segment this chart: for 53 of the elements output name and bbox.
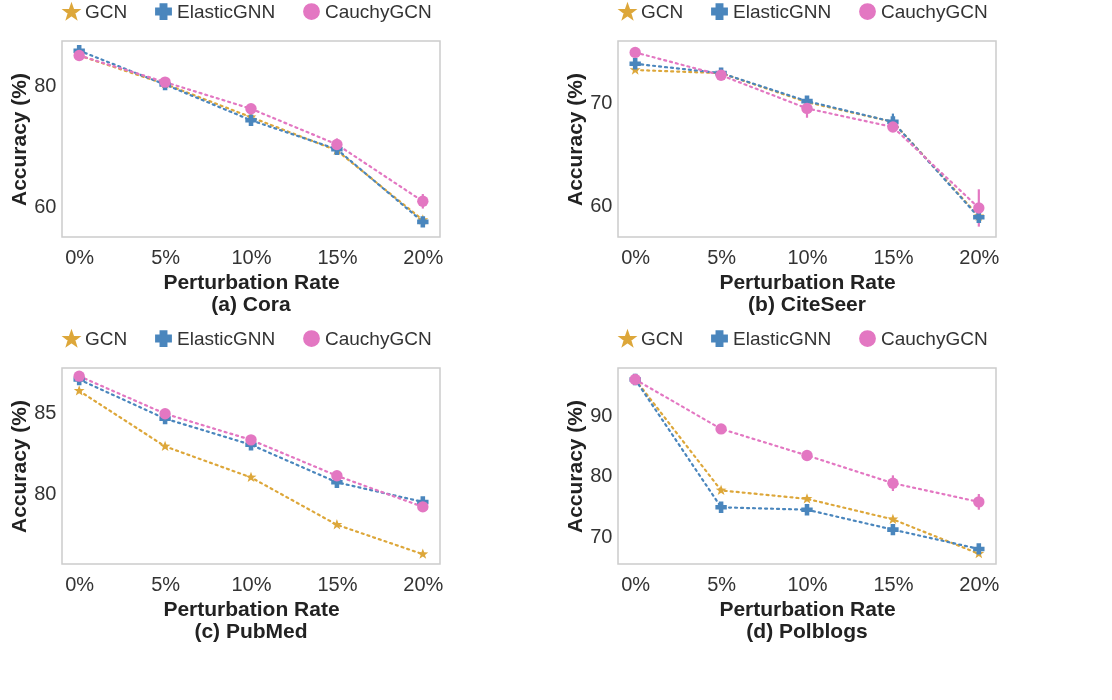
legend-label: CauchyGCN <box>881 327 988 349</box>
y-tick-label: 60 <box>590 194 613 217</box>
x-tick-label: 10% <box>231 572 272 595</box>
text: (b) CiteSeer <box>748 292 866 315</box>
legend-label: GCN <box>85 328 128 350</box>
y-tick-label: 70 <box>590 90 613 113</box>
x-tick-label: 0% <box>65 572 95 595</box>
y-tick-label: 80 <box>590 464 613 487</box>
x-tick-label: 20% <box>403 572 444 595</box>
y-tick-label: 70 <box>590 524 613 547</box>
x-tick-label: 10% <box>787 245 828 268</box>
x-tick-label: 15% <box>317 245 358 268</box>
legend-label: CauchyGCN <box>325 327 432 349</box>
x-tick-label: 5% <box>707 572 737 595</box>
x-tick-label: 5% <box>707 245 737 268</box>
legend-label: GCN <box>641 328 684 350</box>
legend-label: CauchyGCN <box>881 0 988 22</box>
x-axis-title: Perturbation Rate <box>163 596 340 620</box>
x-axis-title: Perturbation Rate <box>719 596 896 620</box>
x-tick-label: 20% <box>959 572 1000 595</box>
legend-label: ElasticGNN <box>177 327 276 349</box>
x-tick-label: 5% <box>151 245 181 268</box>
legend-label: ElasticGNN <box>733 327 832 349</box>
y-axis-title: Accuracy (%) <box>563 399 587 534</box>
y-tick-label: 85 <box>34 400 57 423</box>
x-axis-title: Perturbation Rate <box>163 269 340 293</box>
x-tick-label: 10% <box>231 245 272 268</box>
text: (d) Polblogs <box>746 619 868 642</box>
x-tick-label: 15% <box>873 572 914 595</box>
x-tick-label: 5% <box>151 572 181 595</box>
legend-label: ElasticGNN <box>733 0 832 22</box>
y-axis-title: Accuracy (%) <box>7 72 31 207</box>
y-tick-label: 90 <box>590 404 613 427</box>
x-tick-label: 20% <box>959 245 1000 268</box>
x-axis-title: Perturbation Rate <box>719 269 896 293</box>
legend-label: GCN <box>85 1 128 23</box>
x-tick-label: 0% <box>621 245 651 268</box>
text: (c) PubMed <box>194 619 308 642</box>
x-tick-label: 15% <box>317 572 358 595</box>
legend-label: CauchyGCN <box>325 0 432 22</box>
x-tick-label: 0% <box>621 572 651 595</box>
legend-label: GCN <box>641 1 684 23</box>
x-tick-label: 15% <box>873 245 914 268</box>
y-tick-label: 80 <box>34 482 57 505</box>
y-tick-label: 60 <box>34 195 57 218</box>
y-axis-title: Accuracy (%) <box>563 72 587 207</box>
x-tick-label: 0% <box>65 245 95 268</box>
y-axis-title: Accuracy (%) <box>7 399 31 534</box>
text: (a) Cora <box>211 292 291 315</box>
y-tick-label: 80 <box>34 74 57 97</box>
x-tick-label: 10% <box>787 572 828 595</box>
x-tick-label: 20% <box>403 245 444 268</box>
legend-label: ElasticGNN <box>177 0 276 22</box>
